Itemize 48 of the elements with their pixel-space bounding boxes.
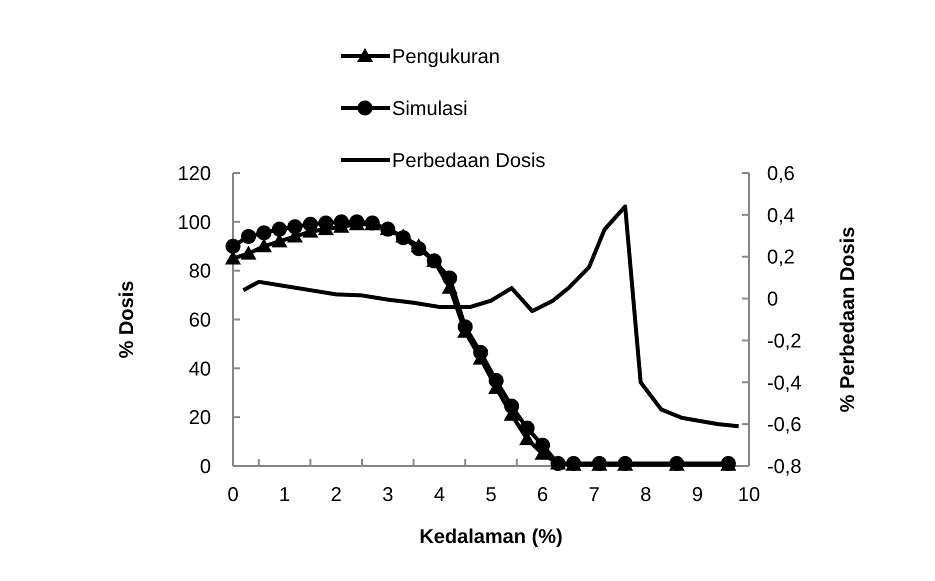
point — [458, 319, 473, 334]
point — [488, 373, 504, 388]
x-tick-label: 0 — [227, 484, 239, 506]
x-tick-label: 6 — [537, 484, 548, 506]
y-tick-label: 100 — [178, 212, 211, 234]
point — [473, 344, 488, 360]
x-axis-title: Kedalaman (%) — [419, 526, 563, 548]
legend-label: Perbedaan Dosis — [392, 150, 546, 172]
y-tick-label: 40 — [188, 358, 211, 380]
point — [226, 238, 240, 254]
x-tick-label: 7 — [588, 484, 600, 506]
y-axis-title: % Dosis — [116, 280, 138, 358]
x-tick-label: 1 — [279, 484, 290, 506]
point — [287, 219, 302, 234]
y-tick-label: 20 — [188, 407, 211, 430]
y-tick-label: 60 — [188, 310, 211, 332]
point — [256, 238, 272, 252]
y2-tick-label: 0,6 — [767, 163, 795, 185]
legend-label: Simulasi — [392, 98, 468, 120]
point — [272, 222, 287, 237]
x-tick-label: 4 — [434, 484, 445, 506]
y2-tick-label: 0,2 — [767, 246, 795, 269]
y2-tick-label: -0,4 — [767, 372, 802, 394]
y2-tick-label: -0,2 — [767, 330, 802, 352]
x-tick-label: 8 — [640, 484, 652, 506]
x-tick-label: 10 — [738, 484, 760, 506]
y2-tick-label: 0 — [767, 288, 778, 311]
point — [411, 241, 426, 256]
y-tick-label: 120 — [178, 163, 211, 185]
y-tick-label: 80 — [188, 260, 211, 283]
y2-tick-label: -0,8 — [767, 456, 802, 478]
legend-label: Pengukuran — [392, 46, 500, 68]
point — [504, 398, 520, 414]
point — [442, 270, 458, 286]
y-tick-label: 0 — [200, 456, 211, 478]
point — [520, 420, 535, 436]
point — [396, 230, 411, 246]
point — [302, 216, 318, 232]
point — [240, 228, 256, 244]
x-tick-label: 9 — [692, 484, 703, 506]
point — [240, 246, 256, 260]
x-tick-label: 5 — [485, 484, 497, 506]
point — [256, 225, 272, 240]
x-tick-label: 3 — [382, 484, 394, 506]
y2-tick-label: 0,4 — [767, 204, 795, 227]
y2-axis-title: % Perbedaan Dosis — [837, 226, 859, 412]
y2-tick-label: -0,6 — [767, 414, 802, 436]
x-tick-label: 2 — [330, 484, 342, 506]
